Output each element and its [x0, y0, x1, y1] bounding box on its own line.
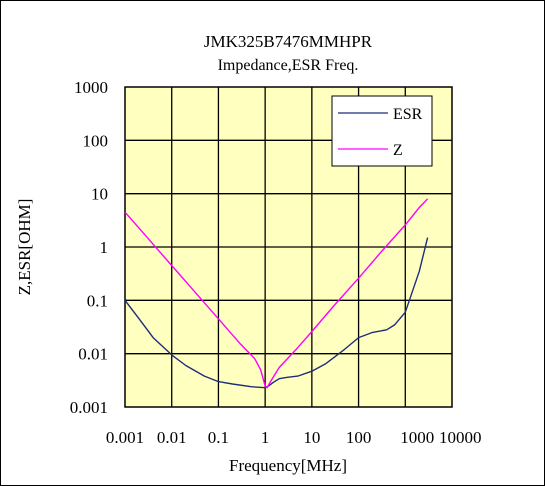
- y-tick-labels: 0.001 0.01 0.1 1 10 100 1000: [70, 78, 108, 417]
- legend-label-esr: ESR: [393, 106, 423, 123]
- y-tick-label: 0.01: [78, 345, 108, 364]
- x-axis-label: Frequency[MHz]: [229, 456, 347, 475]
- x-tick-label: 0.01: [157, 428, 187, 447]
- chart-title: JMK325B7476MMHPR: [204, 32, 373, 51]
- series-layer: [124, 198, 429, 389]
- series-line-z: [124, 198, 429, 389]
- y-axis-label: Z,ESR[OHM]: [15, 199, 34, 296]
- series-line-esr: [124, 237, 429, 389]
- x-tick-label: 0.001: [106, 428, 144, 447]
- x-tick-label: 100: [346, 428, 372, 447]
- chart-subtitle: Impedance,ESR Freq.: [218, 57, 359, 74]
- x-tick-label: 10: [303, 428, 320, 447]
- y-tick-label: 1: [100, 238, 109, 257]
- y-tick-label: 1000: [74, 78, 108, 97]
- legend-box: [331, 95, 433, 167]
- legend: ESR Z: [331, 95, 433, 167]
- y-tick-label: 0.001: [70, 398, 108, 417]
- y-tick-label: 100: [83, 131, 109, 150]
- x-tick-label: 1000: [400, 428, 434, 447]
- legend-label-z: Z: [393, 142, 403, 159]
- y-tick-label: 10: [91, 185, 108, 204]
- x-tick-label: 1: [261, 428, 270, 447]
- x-tick-labels: 0.001 0.01 0.1 1 10 100 1000 10000: [106, 428, 482, 447]
- y-tick-label: 0.1: [87, 291, 108, 310]
- x-tick-label: 0.1: [208, 428, 229, 447]
- x-tick-label: 10000: [439, 428, 482, 447]
